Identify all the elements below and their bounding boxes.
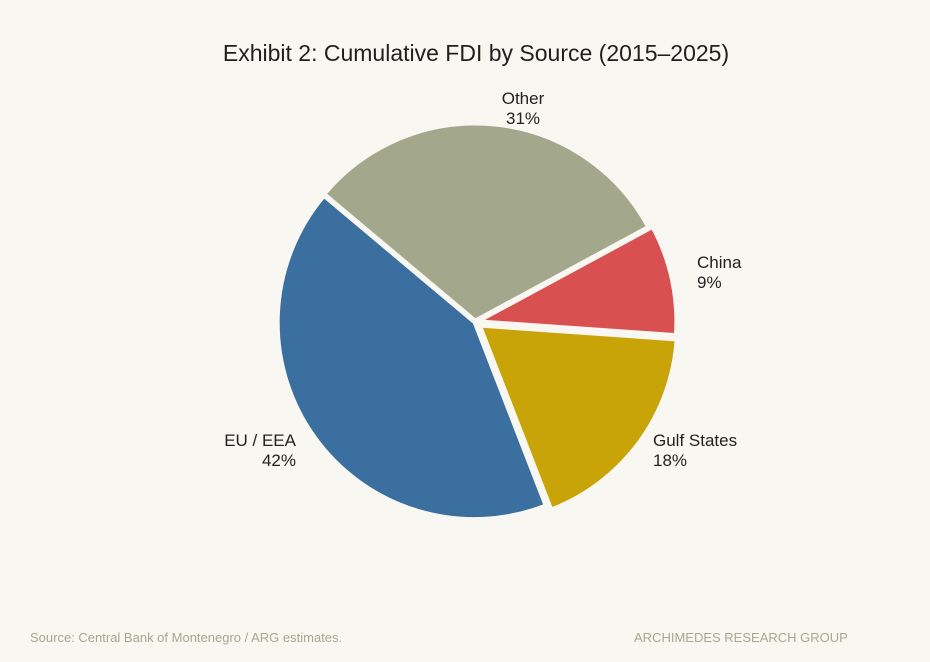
brand-name: ARCHIMEDES RESEARCH GROUP — [634, 630, 848, 645]
chart-title: Exhibit 2: Cumulative FDI by Source (201… — [222, 40, 730, 66]
pie-slice-eu-eea — [276, 194, 548, 521]
slice-value-label: 18% — [653, 451, 687, 470]
source-note: Source: Central Bank of Montenegro / ARG… — [30, 630, 343, 645]
slice-value-label: 31% — [506, 109, 540, 128]
slice-value-label: 9% — [697, 273, 722, 292]
slice-value-label: 42% — [262, 451, 296, 470]
slice-label: China — [697, 253, 742, 272]
pie-slice-gulf-states — [478, 324, 678, 511]
pie-slice-other — [322, 122, 650, 322]
pie-slice-china — [474, 225, 678, 337]
slice-label: EU / EEA — [224, 431, 296, 450]
slice-label: Gulf States — [653, 431, 737, 450]
slice-label: Other — [502, 89, 545, 108]
